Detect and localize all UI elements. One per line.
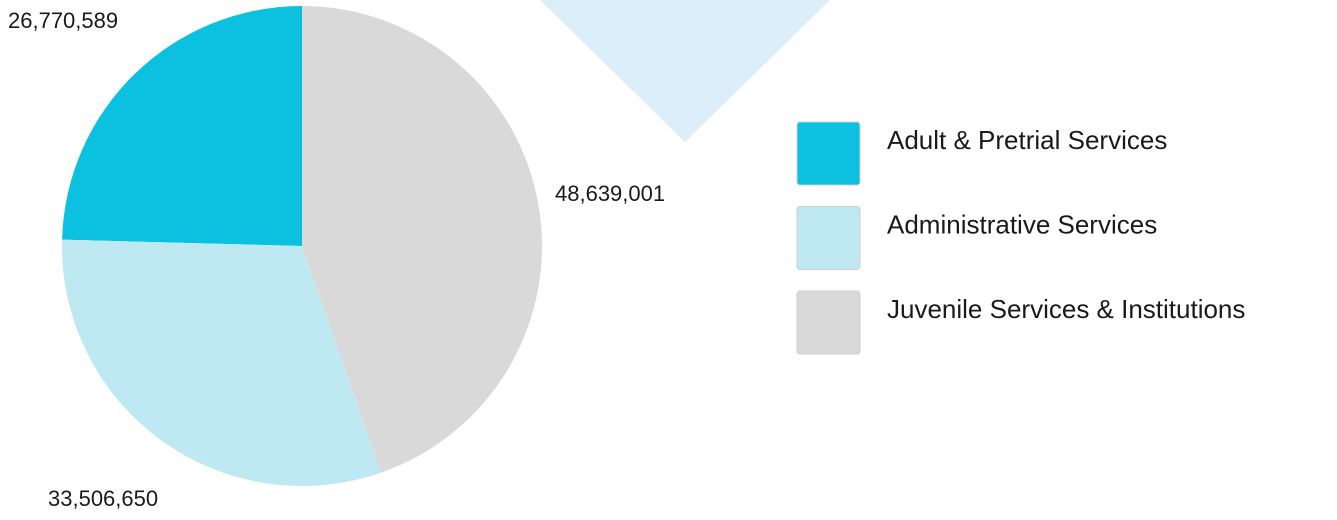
legend-swatch [796, 121, 861, 186]
value-label: 48,639,001 [555, 181, 665, 206]
value-label: 26,770,589 [8, 8, 118, 33]
legend: Adult & Pretrial Services Administrative … [796, 121, 1245, 355]
decor-triangle [540, 0, 830, 142]
pie-slice [62, 239, 382, 486]
pie-slice [302, 6, 543, 473]
legend-label: Administrative Services [887, 209, 1157, 239]
pie [62, 6, 543, 486]
legend-swatch [796, 290, 861, 355]
legend-swatch [796, 206, 861, 270]
pie-slice [62, 6, 302, 246]
value-label: 33,506,650 [48, 486, 158, 511]
legend-label: Juvenile Services & Institutions [887, 294, 1245, 324]
legend-label: Adult & Pretrial Services [887, 125, 1167, 155]
